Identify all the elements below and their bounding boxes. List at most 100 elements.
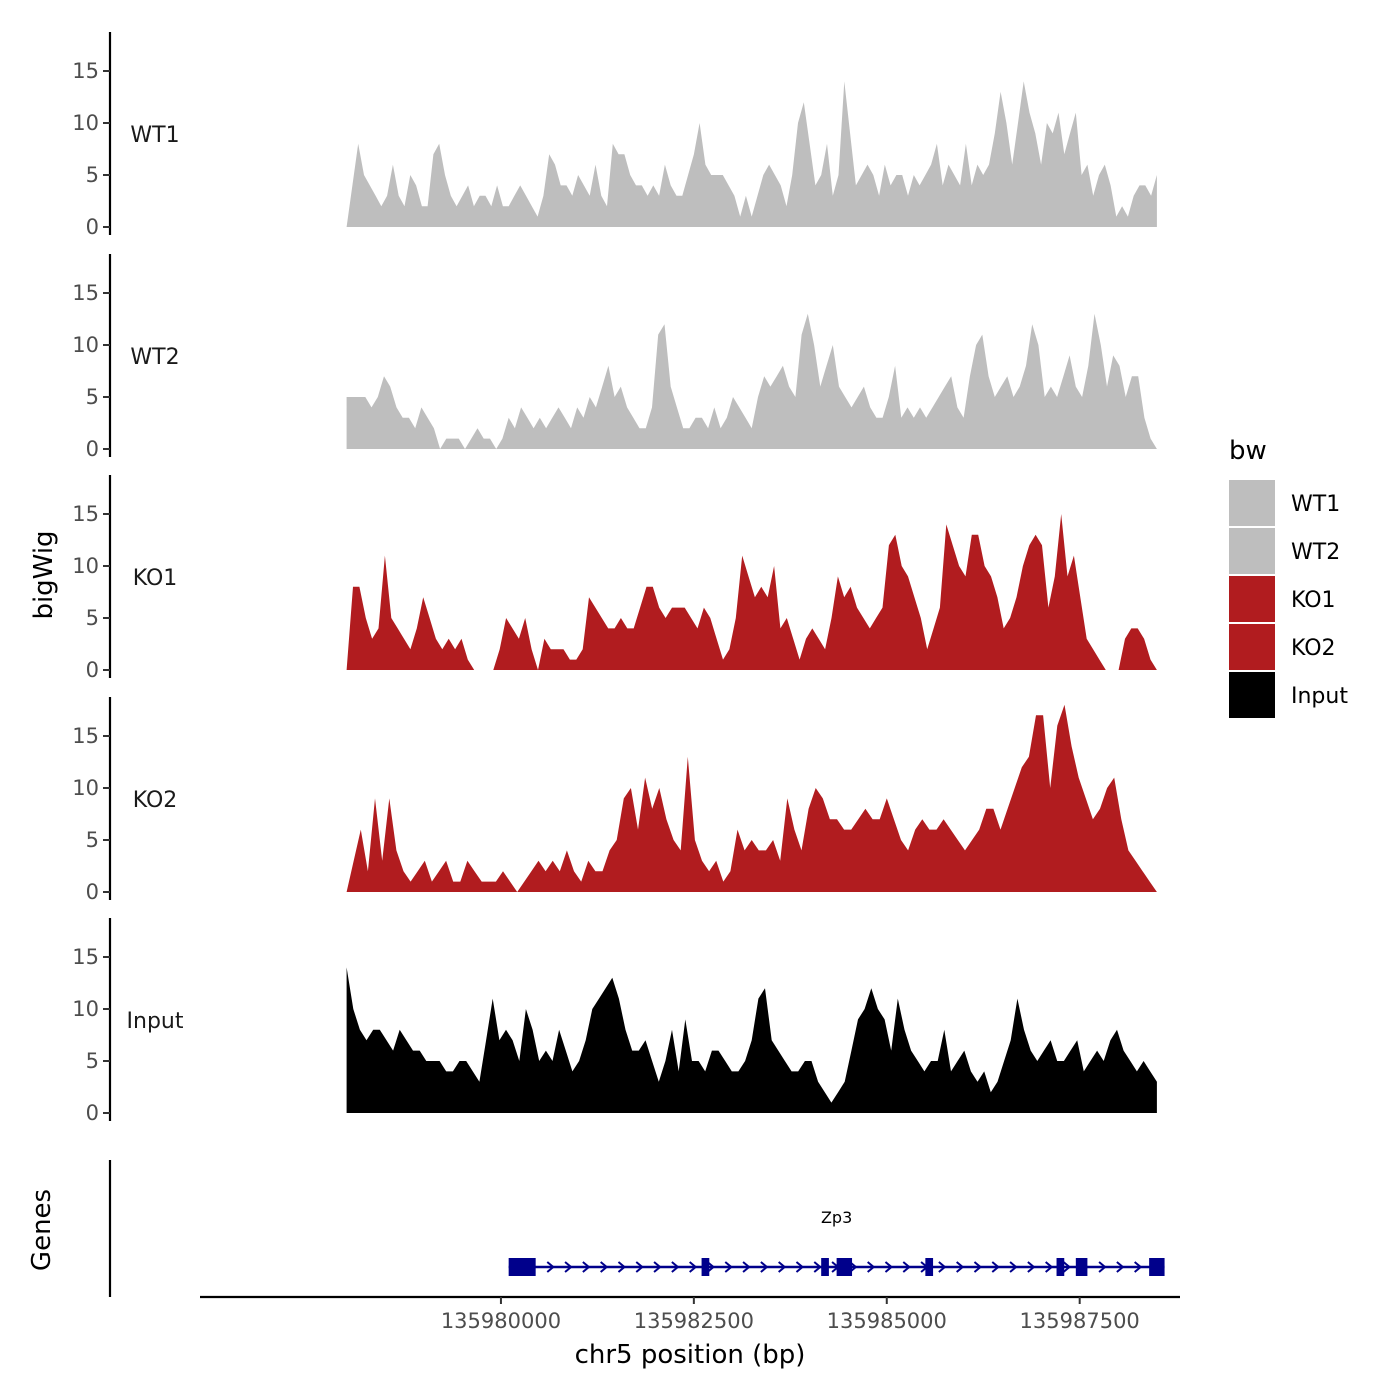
strand-arrow [760,1261,769,1273]
strand-arrow [1009,1261,1018,1273]
strand-arrow [689,1261,698,1273]
y-tick-label: 5 [86,163,99,187]
y-tick-label: 15 [72,945,99,969]
legend-key [1229,528,1275,574]
legend-key [1229,480,1275,526]
legend-key [1229,576,1275,622]
y-tick-label: 15 [72,281,99,305]
legend-title: bw [1229,436,1267,466]
strand-arrow [778,1261,787,1273]
genes-panel-title: Genes [27,1189,57,1271]
y-tick-label: 5 [86,606,99,630]
strand-arrow [582,1261,591,1273]
gene-exon [836,1258,853,1276]
strand-arrow [991,1261,1000,1273]
track-label: Input [127,1009,184,1034]
strand-arrow [653,1261,662,1273]
strand-arrow [1045,1261,1054,1273]
strand-arrow [564,1261,573,1273]
track-ko2: 0 5 10 15 KO2 [72,697,1157,904]
x-axis-title: chr5 position (bp) [575,1340,806,1370]
track-wt1: 0 5 10 15 WT1 [72,32,1157,239]
strand-arrow [795,1261,805,1273]
gene-exon [1056,1258,1065,1276]
legend-label: KO1 [1291,588,1336,613]
track-label: WT1 [130,123,179,148]
track-ko1: 0 5 10 15 KO1 [72,475,1157,682]
strand-arrow [617,1261,627,1273]
strand-arrow [1116,1261,1125,1273]
y-tick-label: 10 [72,776,99,800]
y-tick-label: 10 [72,111,99,135]
gene-name-label: Zp3 [821,1208,852,1227]
y-tick-label: 10 [72,333,99,357]
strand-arrow [1134,1261,1143,1273]
x-tick-label: 135987500 [1020,1309,1140,1333]
gene-exon [1075,1258,1088,1276]
y-tick-label: 5 [86,385,99,409]
y-tick-label: 0 [86,437,99,461]
coverage-area-input [346,967,1157,1113]
y-tick-label: 5 [86,1049,99,1073]
y-tick-label: 0 [86,215,99,239]
y-tick-label: 15 [72,502,99,526]
legend-label: WT1 [1291,492,1340,517]
coverage-area-wt2 [346,313,1157,449]
y-tick-label: 15 [72,724,99,748]
gene-exon [1149,1258,1165,1276]
strand-arrow [706,1261,716,1273]
strand-arrow [724,1261,733,1273]
gene-exon [925,1258,934,1276]
y-tick-label: 0 [86,880,99,904]
y-tick-label: 0 [86,658,99,682]
legend-label: WT2 [1291,540,1340,565]
track-label: KO2 [133,788,178,813]
coverage-area-ko1 [346,514,1157,670]
legend: bw WT1 WT2 KO1 KO2 Input [1229,436,1348,718]
gene-exon [821,1258,829,1276]
legend-entry-ko1: KO1 [1229,576,1336,622]
strand-arrow [635,1261,644,1273]
gene-exon [508,1258,536,1276]
tracks-layer: 0 5 10 15 WT1 0 5 10 15 WT2 0 5 10 15 KO1 0 5 10 15 KO2 0 5 10… [72,32,1157,1125]
strand-arrow [813,1261,822,1273]
strand-arrow [938,1261,947,1273]
legend-entry-wt2: WT2 [1229,528,1340,574]
strand-arrow [742,1261,751,1273]
legend-label: KO2 [1291,636,1336,661]
track-label: KO1 [133,566,178,591]
strand-arrow [600,1261,609,1273]
strand-arrow [1098,1261,1107,1273]
x-tick-label: 135980000 [441,1309,561,1333]
gene-exon [701,1258,710,1276]
legend-entry-ko2: KO2 [1229,624,1336,670]
strand-arrow [1062,1261,1072,1273]
strand-arrow [1027,1261,1036,1273]
y-tick-label: 0 [86,1101,99,1125]
y-tick-label: 10 [72,554,99,578]
legend-key [1229,672,1275,718]
coverage-area-ko2 [346,704,1157,892]
track-input: 0 5 10 15 Input [72,918,1157,1125]
legend-label: Input [1291,684,1348,709]
strand-arrow [884,1261,894,1273]
gene-track-layer: Zp3 [108,1160,1165,1297]
x-tick-label: 135985000 [827,1309,947,1333]
strand-arrow [902,1261,911,1273]
strand-arrow [867,1261,876,1273]
strand-arrow [671,1261,680,1273]
y-tick-label: 15 [72,59,99,83]
y-axis-title: bigWig [29,530,59,619]
legend-entry-wt1: WT1 [1229,480,1340,526]
legend-key [1229,624,1275,670]
strand-arrow [956,1261,965,1273]
x-axis: 135980000 135982500 135985000 135987500 [200,1295,1180,1333]
strand-arrow [973,1261,983,1273]
x-tick-label: 135982500 [634,1309,754,1333]
strand-arrow [546,1261,555,1273]
coverage-area-wt1 [346,81,1157,228]
legend-entry-input: Input [1229,672,1348,718]
track-wt2: 0 5 10 15 WT2 [72,254,1157,461]
y-tick-label: 5 [86,828,99,852]
